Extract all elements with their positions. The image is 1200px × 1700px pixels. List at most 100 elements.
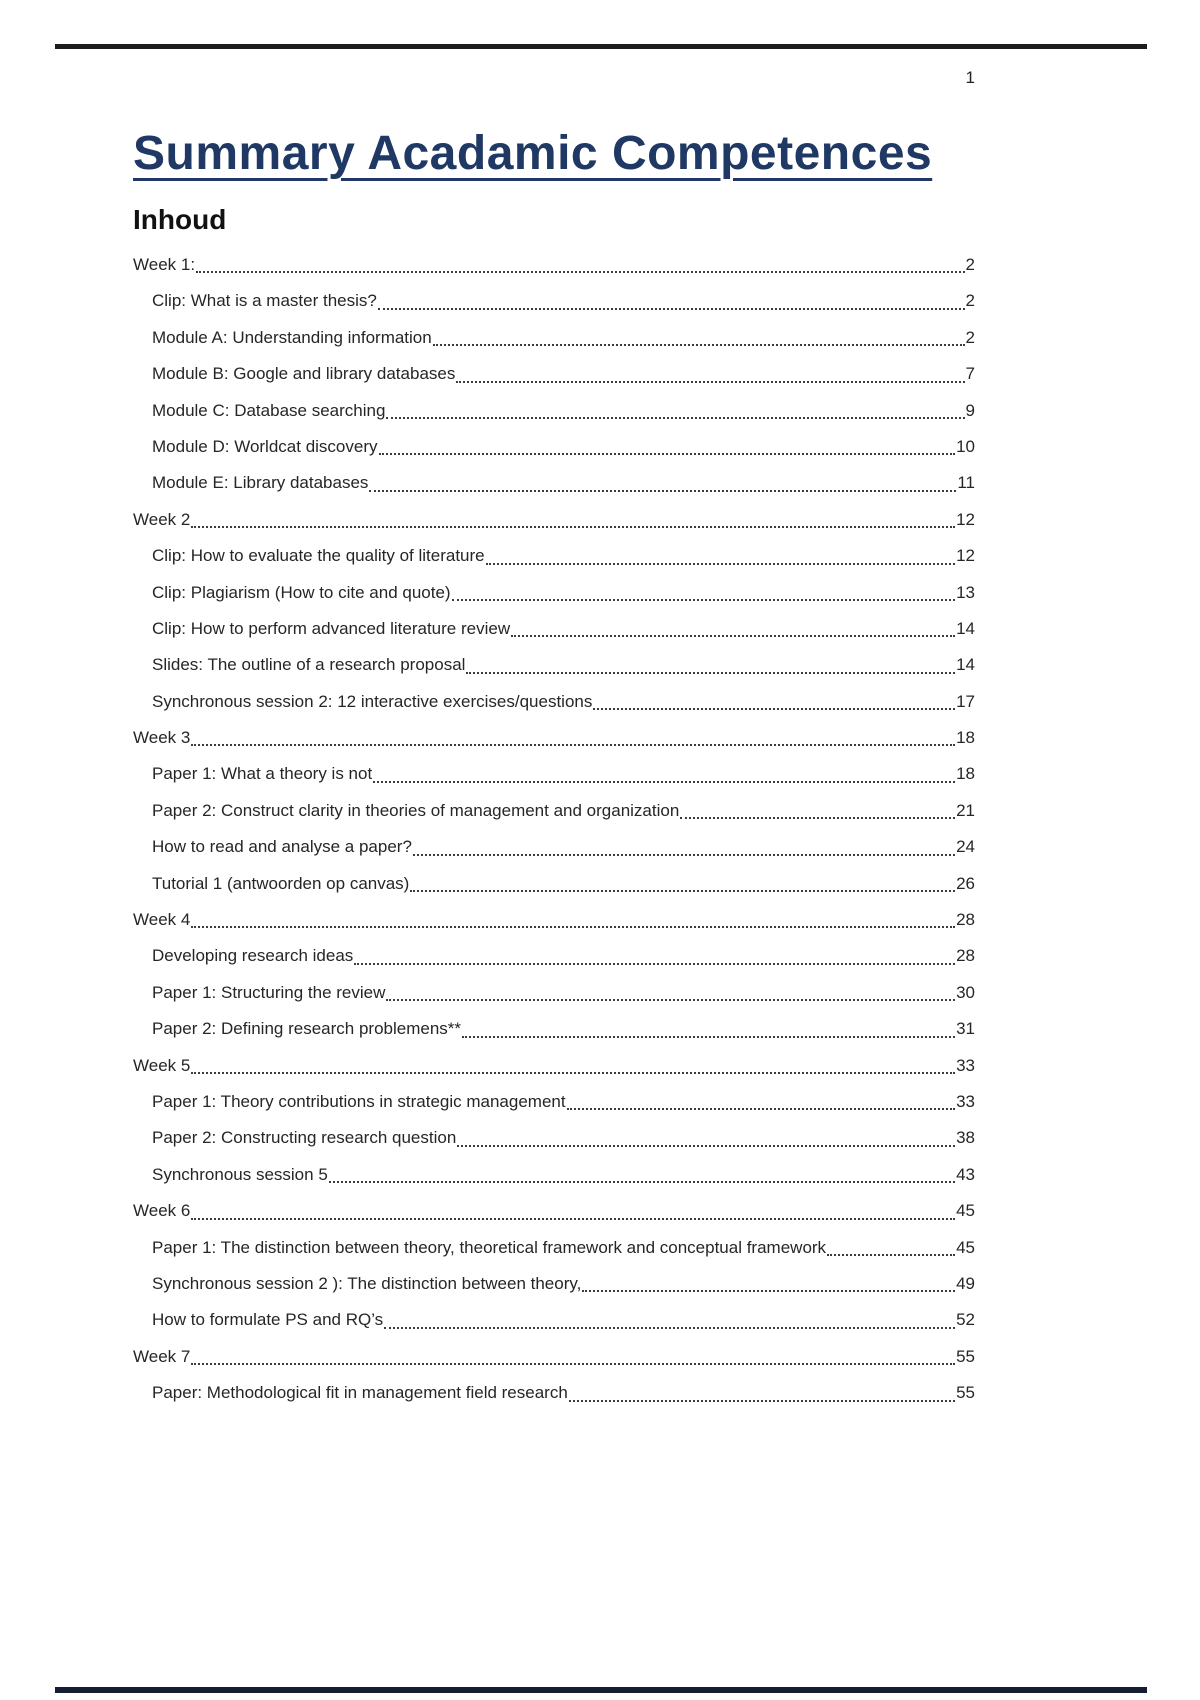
toc-entry: Tutorial 1 (antwoorden op canvas) 26 [133,866,975,902]
toc-entry: Week 5 33 [133,1048,975,1084]
toc-dotted-leader [353,938,956,974]
toc-entry-page-number: 43 [956,1164,975,1184]
toc-dotted-leader [372,756,956,792]
toc-entry-label: Clip: How to perform advanced literature… [152,618,511,638]
toc-entry-label: Paper 1: Structuring the review [152,982,386,1002]
toc-entry-page-number: 11 [957,473,975,493]
toc-entry-page-number: 2 [965,255,975,274]
toc-dotted-leader [485,538,956,574]
toc-entry: Week 1: 2 [133,247,975,283]
toc-entry-label: Clip: How to evaluate the quality of lit… [152,546,485,566]
toc-entry: Module C: Database searching 9 [133,393,975,429]
toc-entry-page-number: 21 [956,800,975,820]
toc-entry: Module A: Understanding information 2 [133,320,975,356]
toc-entry-page-number: 13 [956,582,975,602]
toc-entry-page-number: 49 [956,1273,975,1293]
toc-entry: Synchronous session 5 43 [133,1157,975,1193]
toc-entry-label: Week 6 [133,1201,191,1221]
toc-entry: How to read and analyse a paper? 24 [133,829,975,865]
toc-entry: Paper 2: Construct clarity in theories o… [133,793,975,829]
toc-dotted-leader [461,1011,956,1047]
bottom-border-line [55,1687,1147,1693]
toc-entry: Slides: The outline of a research propos… [133,647,975,683]
toc-dotted-leader [432,320,966,356]
toc-entry-page-number: 45 [956,1237,975,1257]
toc-entry-page-number: 2 [965,327,975,347]
toc-entry-label: Paper 2: Construct clarity in theories o… [152,800,680,820]
toc-entry: Paper 1: Theory contributions in strateg… [133,1084,975,1120]
toc-entry: Synchronous session 2: 12 interactive ex… [133,684,975,720]
toc-dotted-leader [383,1302,956,1338]
toc-entry-label: Module A: Understanding information [152,327,432,347]
toc-dotted-leader [510,611,956,647]
document-title: Summary Acadamic Competences [133,127,933,180]
page-number: 1 [965,68,975,87]
toc-entry-label: Week 7 [133,1346,191,1366]
toc-entry-page-number: 38 [956,1128,975,1148]
toc-dotted-leader [679,793,956,829]
toc-entry: Clip: Plagiarism (How to cite and quote)… [133,575,975,611]
toc-entry-page-number: 18 [956,728,975,748]
toc-entry-label: Clip: What is a master thesis? [152,291,377,311]
toc-entry-label: Week 4 [133,910,191,930]
toc-dotted-leader [190,502,956,538]
toc-entry-label: Synchronous session 2 ): The distinction… [152,1273,582,1293]
toc-entry-label: Clip: Plagiarism (How to cite and quote) [152,582,451,602]
toc-entry-label: Developing research ideas [152,946,354,966]
toc-entry-label: Paper: Methodological fit in management … [152,1383,568,1403]
toc-dotted-leader [568,1375,956,1411]
toc-entry-label: Week 1: [133,255,196,274]
toc-dotted-leader [328,1157,956,1193]
toc-entry-page-number: 24 [956,837,975,857]
toc-entry: Paper 2: Constructing research question 3… [133,1120,975,1156]
toc-entry: Clip: How to evaluate the quality of lit… [133,538,975,574]
toc-entry-page-number: 33 [956,1055,975,1075]
toc-entry-label: Module B: Google and library databases [152,364,456,384]
toc-entry-page-number: 55 [956,1346,975,1366]
toc-entry-page-number: 7 [965,364,975,384]
toc-heading: Inhoud [133,204,227,235]
toc-entry-page-number: 10 [956,436,975,456]
toc-entry-page-number: 26 [956,873,975,893]
toc-entry: Week 6 45 [133,1193,975,1229]
toc-dotted-leader [190,1339,956,1375]
toc-entry-label: Week 5 [133,1055,191,1075]
toc-dotted-leader [368,465,957,501]
toc-entry-label: Module C: Database searching [152,400,386,420]
toc-dotted-leader [378,429,957,465]
toc-dotted-leader [581,1266,956,1302]
toc-entry-page-number: 28 [956,910,975,930]
toc-entry: Week 3 18 [133,720,975,756]
toc-entry-page-number: 14 [956,655,975,675]
toc-entry-page-number: 55 [956,1383,975,1403]
toc-entry: Synchronous session 2 ): The distinction… [133,1266,975,1302]
toc-entry: Module E: Library databases 11 [133,465,975,501]
toc-dotted-leader [465,647,956,683]
toc-entry-page-number: 9 [965,400,975,420]
toc-entry: Week 7 55 [133,1339,975,1375]
toc-entry: Developing research ideas 28 [133,938,975,974]
toc-dotted-leader [456,1120,956,1156]
toc-dotted-leader [190,1193,956,1229]
toc-entry: Week 4 28 [133,902,975,938]
toc-entry-page-number: 12 [956,546,975,566]
toc-entry: Paper 2: Defining research problemens** 3… [133,1011,975,1047]
toc-entry: How to formulate PS and RQ’s 52 [133,1302,975,1338]
toc-entry-label: How to formulate PS and RQ’s [152,1310,384,1330]
toc-dotted-leader [190,1048,956,1084]
toc-entry-page-number: 17 [956,691,975,711]
toc-entry-label: Week 2 [133,509,191,529]
toc-entry-page-number: 14 [956,618,975,638]
toc-dotted-leader [385,393,965,429]
toc-entry: Paper 1: What a theory is not 18 [133,756,975,792]
toc-dotted-leader [412,829,956,865]
toc-entry-label: Module E: Library databases [152,473,369,493]
toc-entry-page-number: 33 [956,1091,975,1111]
toc-entry-page-number: 45 [956,1201,975,1221]
toc-entry-label: How to read and analyse a paper? [152,837,412,857]
toc-dotted-leader [385,975,956,1011]
toc-entry-page-number: 28 [956,946,975,966]
toc-entry-label: Paper 1: Theory contributions in strateg… [152,1091,566,1111]
toc-dotted-leader [826,1230,956,1266]
